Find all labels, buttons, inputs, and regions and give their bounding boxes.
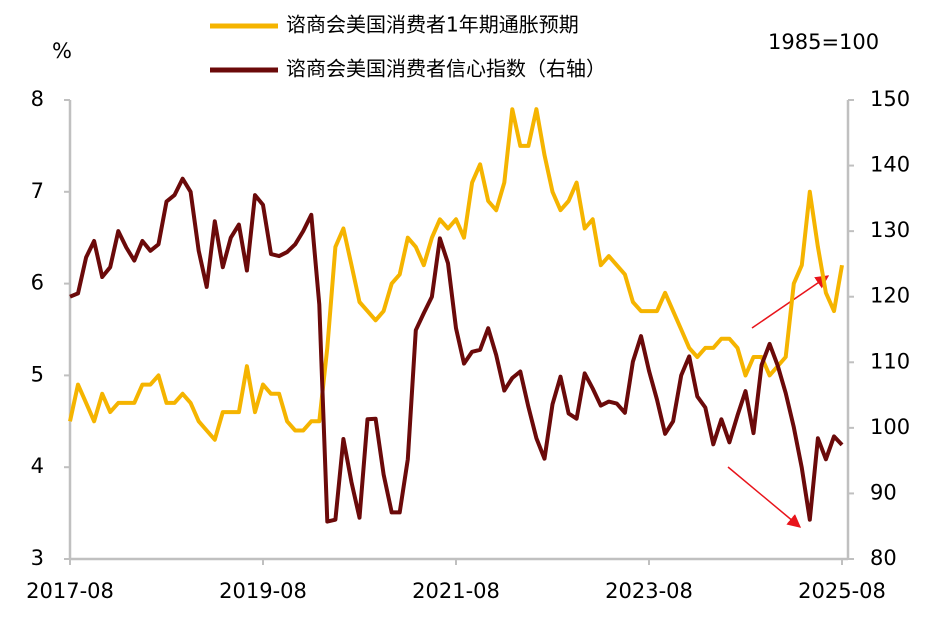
y2-tick-label: 150 [870, 87, 910, 111]
x-tick-label: 2025-08 [798, 579, 886, 603]
series-line [68, 107, 844, 442]
legend-label: 谘商会美国消费者信心指数（右轴） [286, 57, 606, 81]
x-tick-label: 2023-08 [605, 579, 693, 603]
y-axis-label: % [52, 39, 72, 63]
x-tick-label: 2019-08 [219, 579, 307, 603]
y-tick-label: 7 [31, 179, 44, 203]
y2-tick-label: 110 [870, 349, 910, 373]
y-tick-label: 3 [31, 546, 44, 570]
series-line [69, 176, 844, 524]
y-tick-label: 5 [31, 362, 44, 386]
y2-tick-label: 130 [870, 218, 910, 242]
x-tick-label: 2017-08 [26, 579, 114, 603]
y2-tick-label: 100 [870, 415, 910, 439]
y-tick-label: 4 [31, 454, 44, 478]
y-tick-label: 8 [31, 87, 44, 111]
y2-axis-label: 1985=100 [768, 30, 879, 54]
legend-label: 谘商会美国消费者1年期通胀预期 [286, 13, 579, 37]
y2-tick-label: 140 [870, 153, 910, 177]
y-tick-label: 6 [31, 271, 44, 295]
y2-tick-label: 90 [870, 480, 897, 504]
arrow [727, 466, 802, 528]
x-tick-label: 2021-08 [412, 579, 500, 603]
y2-tick-label: 120 [870, 284, 910, 308]
y2-tick-label: 80 [870, 546, 897, 570]
